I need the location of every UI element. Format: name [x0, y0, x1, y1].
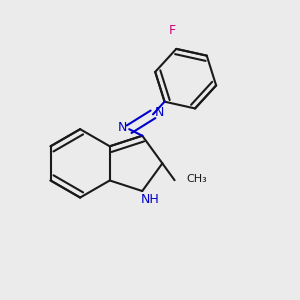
Text: NH: NH — [140, 194, 159, 206]
Text: N: N — [155, 106, 164, 119]
Text: CH₃: CH₃ — [187, 174, 207, 184]
Text: N: N — [118, 121, 127, 134]
Text: F: F — [169, 24, 176, 37]
